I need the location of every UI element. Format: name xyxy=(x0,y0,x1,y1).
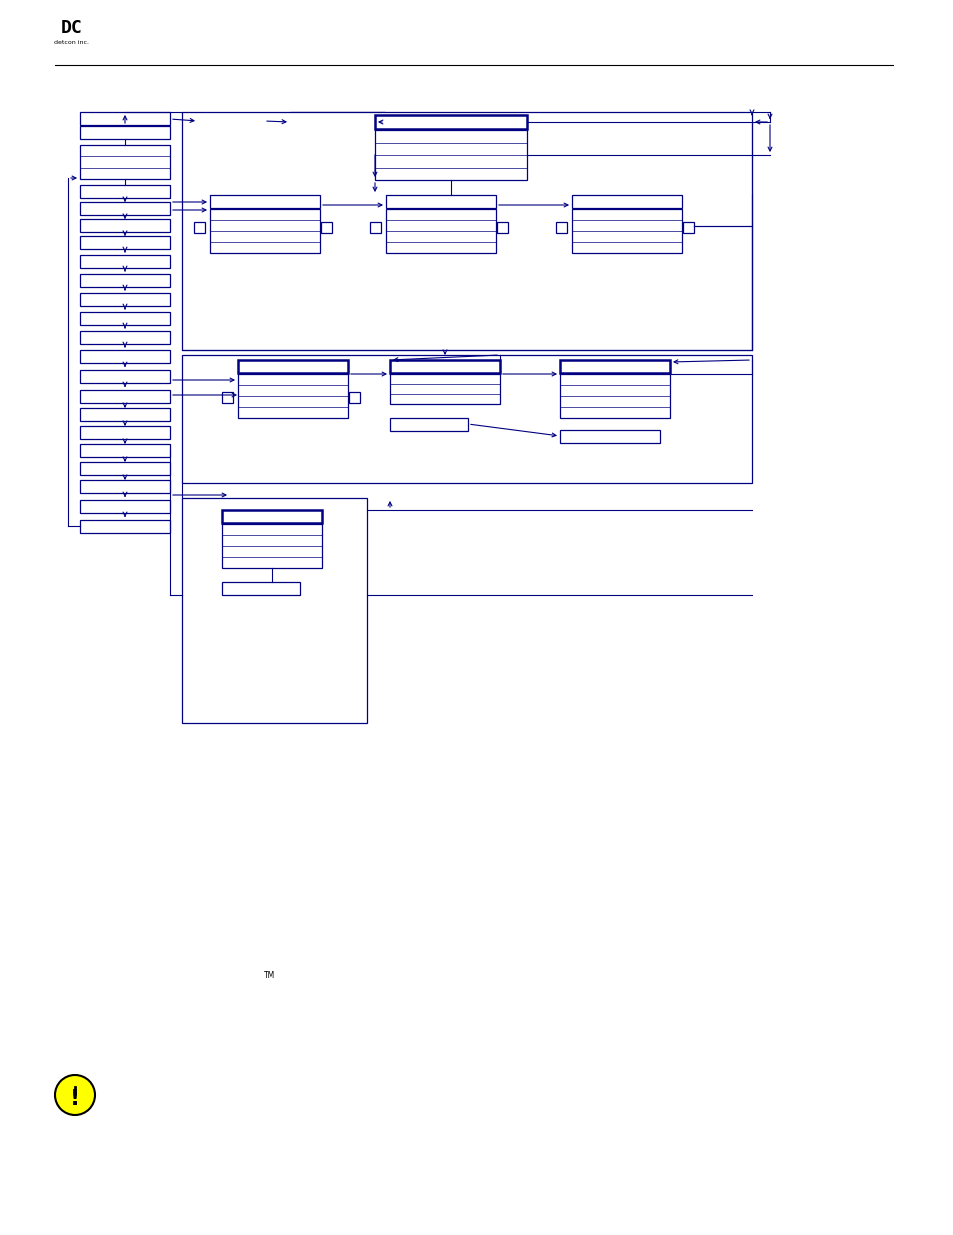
Bar xyxy=(572,209,681,253)
Bar xyxy=(80,144,170,179)
Bar xyxy=(237,359,348,373)
Bar xyxy=(198,116,264,127)
Bar xyxy=(80,236,170,249)
Bar xyxy=(210,209,319,253)
Bar xyxy=(80,185,170,198)
Bar xyxy=(390,417,468,431)
Bar xyxy=(80,126,170,140)
Bar xyxy=(80,462,170,475)
Bar xyxy=(80,408,170,421)
Text: DC: DC xyxy=(61,19,83,37)
Bar xyxy=(80,480,170,493)
Bar xyxy=(320,222,332,233)
Bar xyxy=(572,195,681,207)
Bar xyxy=(222,510,322,522)
Bar xyxy=(349,391,359,403)
Bar xyxy=(80,426,170,438)
Bar xyxy=(80,370,170,383)
Bar xyxy=(80,274,170,287)
Bar xyxy=(182,498,367,722)
Bar xyxy=(559,359,669,373)
Bar xyxy=(559,374,669,417)
Bar xyxy=(386,195,496,207)
Text: detcon inc.: detcon inc. xyxy=(54,41,90,46)
Bar xyxy=(386,209,496,253)
Bar xyxy=(237,374,348,417)
Bar xyxy=(375,115,526,128)
Bar xyxy=(497,222,507,233)
Bar xyxy=(375,130,526,180)
Bar xyxy=(80,350,170,363)
Circle shape xyxy=(55,1074,95,1115)
Bar xyxy=(80,219,170,232)
Bar xyxy=(556,222,566,233)
Bar xyxy=(182,354,751,483)
Bar xyxy=(80,520,170,534)
Text: !: ! xyxy=(70,1089,80,1109)
Bar xyxy=(80,390,170,403)
Bar xyxy=(80,254,170,268)
Bar xyxy=(80,293,170,306)
Bar xyxy=(80,331,170,345)
Bar xyxy=(390,374,499,404)
Bar xyxy=(80,445,170,457)
Bar xyxy=(80,203,170,215)
Text: TM: TM xyxy=(264,971,275,979)
Bar xyxy=(80,500,170,513)
Bar xyxy=(210,195,319,207)
Bar xyxy=(559,430,659,443)
Bar xyxy=(182,112,751,350)
Bar xyxy=(80,312,170,325)
Bar xyxy=(80,112,170,125)
Bar xyxy=(222,524,322,568)
Bar xyxy=(390,359,499,373)
Bar xyxy=(222,391,233,403)
Bar xyxy=(682,222,693,233)
Bar xyxy=(290,112,385,135)
Bar xyxy=(370,222,380,233)
Bar xyxy=(222,582,299,595)
Bar xyxy=(193,222,205,233)
